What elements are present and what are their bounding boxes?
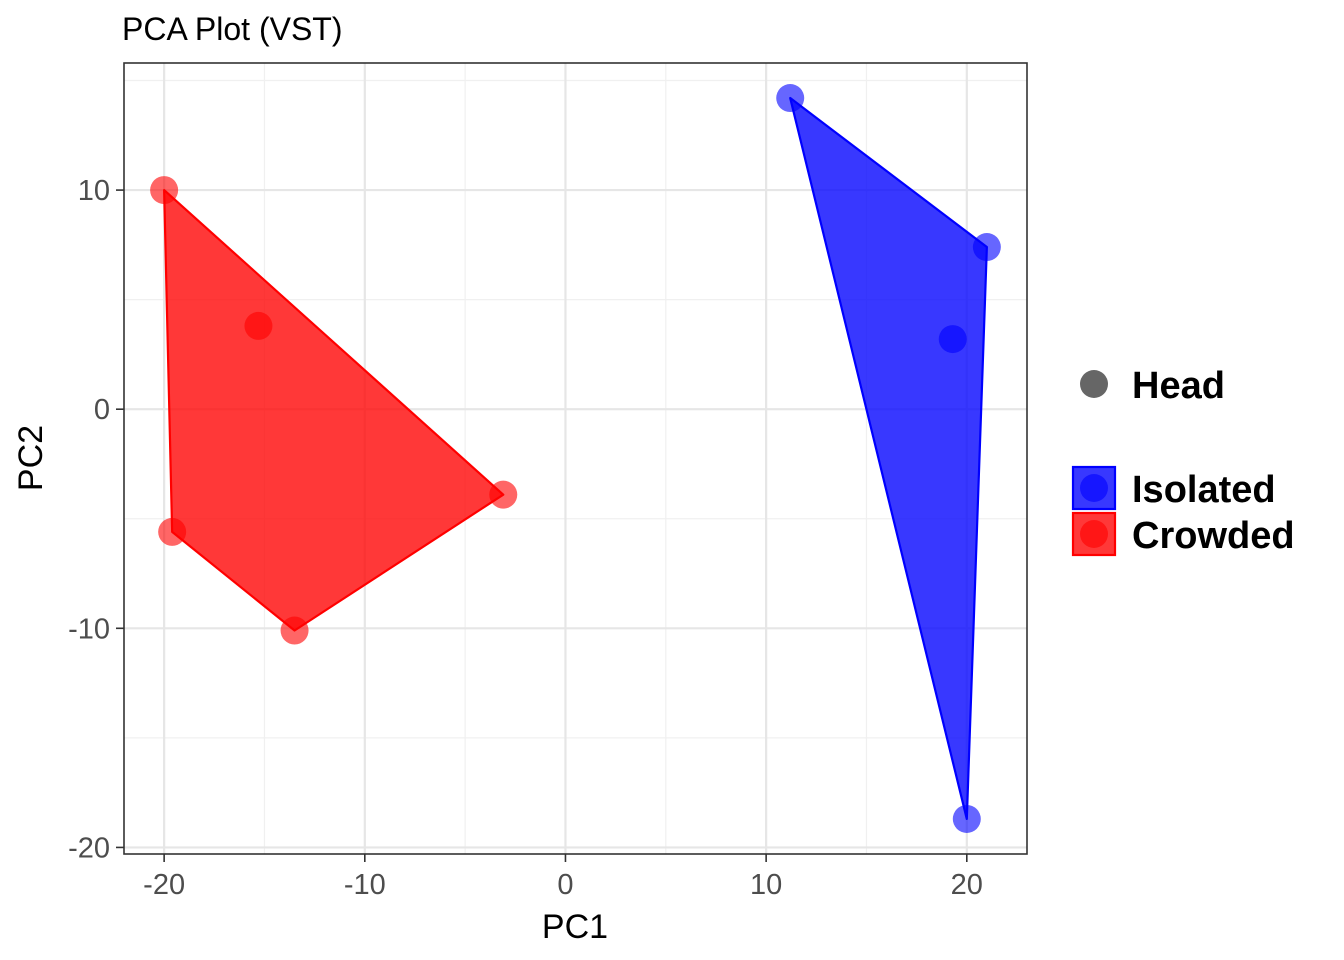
chart-title: PCA Plot (VST) <box>122 11 343 47</box>
y-axis-ticks: -20 -10 0 10 <box>68 175 124 864</box>
x-tick-label: -20 <box>143 869 185 901</box>
legend-shape-key <box>1080 370 1108 398</box>
x-tick-label: 20 <box>951 869 983 901</box>
legend-key-point-crowded <box>1080 520 1108 548</box>
isolated-hull <box>789 96 988 821</box>
isolated-point <box>952 804 981 833</box>
isolated-point <box>938 325 967 354</box>
isolated-point <box>776 84 805 113</box>
legend-key-point-isolated <box>1080 474 1108 502</box>
x-axis-title: PC1 <box>542 908 608 946</box>
y-axis-title: PC2 <box>12 425 50 491</box>
plot-panel-border <box>123 62 1028 855</box>
y-tick-label: 10 <box>78 175 110 207</box>
crowded-point <box>280 616 309 645</box>
x-axis-ticks: -20 -10 0 10 20 <box>143 854 983 901</box>
x-tick-label: -10 <box>344 869 386 901</box>
y-tick-label: 0 <box>94 394 110 426</box>
crowded-point <box>158 517 187 546</box>
x-tick-label: 0 <box>557 869 573 901</box>
legend-label-crowded: Crowded <box>1132 515 1295 557</box>
x-tick-label: 10 <box>750 869 782 901</box>
crowded-point <box>150 176 179 205</box>
y-tick-label: -20 <box>68 832 110 864</box>
data-points <box>150 84 1001 833</box>
crowded-point <box>244 311 273 340</box>
legend-label-isolated: Isolated <box>1132 469 1276 511</box>
crowded-point <box>489 480 518 509</box>
isolated-point <box>972 233 1001 262</box>
legend-shape-label: Head <box>1132 365 1225 407</box>
y-tick-label: -10 <box>68 613 110 645</box>
convex-hulls <box>163 96 988 821</box>
